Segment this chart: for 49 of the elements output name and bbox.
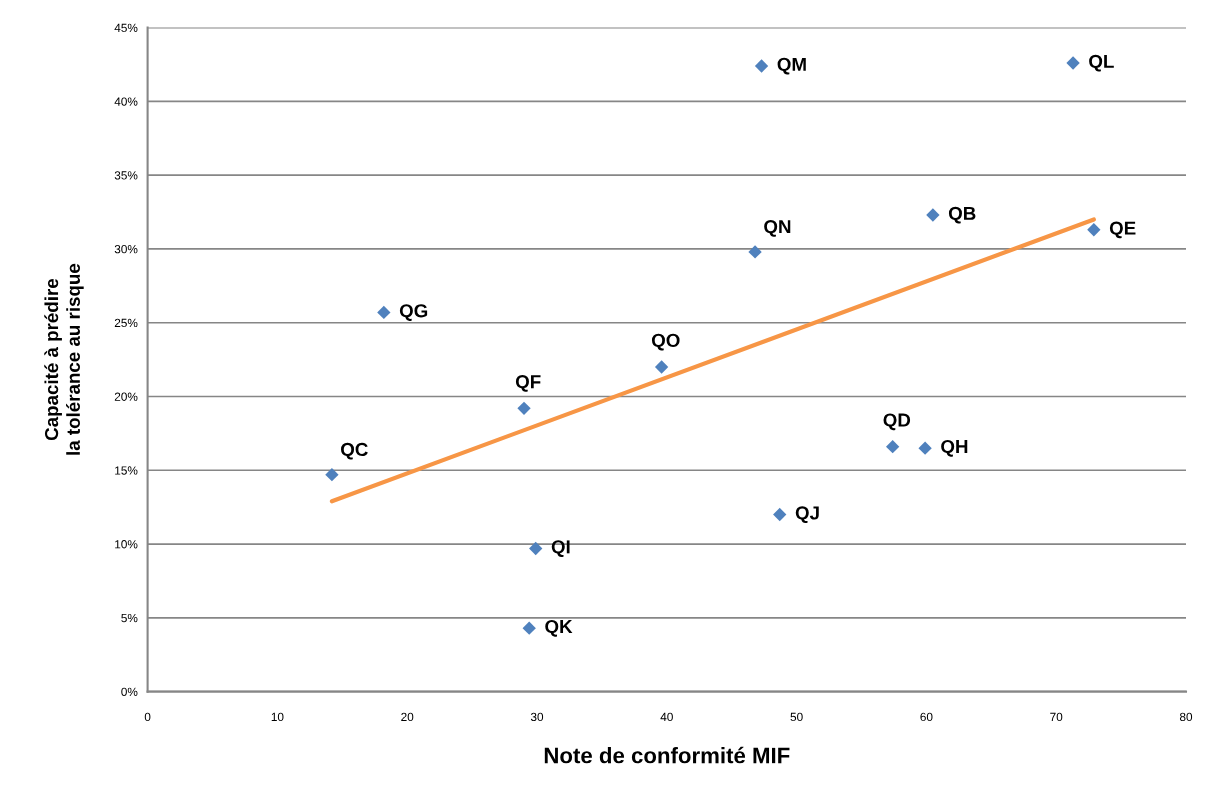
point: [377, 305, 391, 320]
point: [325, 468, 339, 482]
point: [517, 401, 531, 415]
y-tick-label: 10%: [115, 540, 138, 549]
annotation: QM: [777, 57, 806, 75]
annotation: QK: [545, 619, 573, 637]
x-tick-label: 30: [530, 712, 544, 722]
point: [1087, 223, 1101, 237]
annotation: QI: [551, 540, 570, 558]
point: [926, 208, 940, 222]
annotation: QE: [1109, 221, 1136, 239]
y-tick-label: 20%: [114, 392, 138, 401]
point: [918, 441, 932, 455]
point: [773, 507, 787, 522]
y-tick-label: 0%: [121, 687, 138, 696]
x-tick-label: 50: [790, 712, 803, 722]
x-tick-label: 80: [1179, 712, 1193, 722]
annotation: QL: [1089, 54, 1114, 72]
x-tick-label: 70: [1050, 712, 1063, 722]
point: [748, 245, 762, 259]
y-tick-label: 5%: [121, 613, 138, 623]
x-tick-label: 0: [144, 712, 151, 722]
point: [529, 541, 543, 556]
x-tick-label: 10: [271, 712, 284, 722]
point: [1066, 56, 1080, 70]
y-axis-title: Capacité à prédire la tolérance au risque: [44, 263, 84, 455]
x-tick-label: 60: [920, 712, 933, 722]
point: [885, 440, 900, 454]
annotation: QB: [948, 206, 976, 224]
y-tick-label: 15%: [115, 466, 138, 475]
annotation: QN: [764, 220, 791, 237]
y-tick-label: 30%: [114, 244, 138, 254]
point: [522, 621, 536, 635]
x-axis-title: Note de conformité MIF: [544, 746, 790, 764]
annotation: QO: [651, 333, 680, 351]
x-tick-label: 20: [401, 712, 414, 722]
y-tick-label: 45%: [114, 23, 138, 32]
point: [754, 59, 769, 73]
y-tick-label: 40%: [114, 97, 138, 106]
annotation: QJ: [795, 506, 819, 524]
y-tick-label: 25%: [114, 318, 138, 328]
x-tick-label: 40: [660, 712, 673, 722]
annotation: QD: [883, 413, 911, 431]
y-tick-label: 35%: [114, 171, 138, 180]
annotation: QF: [515, 375, 541, 392]
annotation: QG: [399, 304, 428, 321]
annotation: QC: [341, 442, 368, 460]
point: [654, 360, 669, 374]
annotation: QH: [941, 439, 968, 457]
